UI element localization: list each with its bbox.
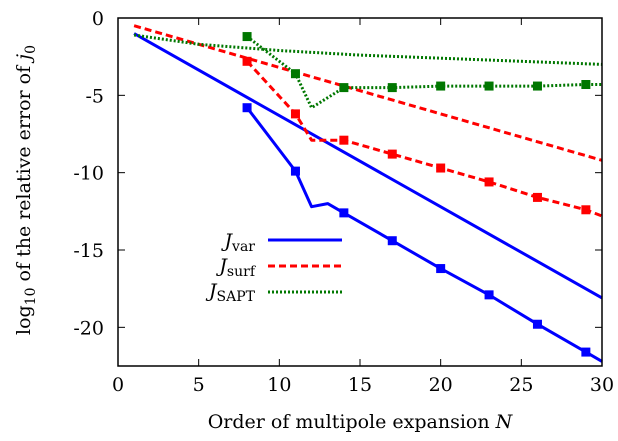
- y-tick-label-2: -10: [73, 163, 104, 185]
- series-1-marker-11: [290, 109, 300, 119]
- y-axis-label-prefix-sub: 10: [23, 287, 39, 305]
- series-1-marker-20: [436, 163, 446, 173]
- x-axis-label-var: N: [495, 411, 514, 433]
- x-axis: 0 5 10 15 20 25 30: [112, 18, 614, 396]
- y-tick-label-3: -15: [73, 240, 104, 262]
- series-0-line-0: [133, 32, 603, 300]
- series-1-line-0: [133, 24, 603, 162]
- series-2-line-0: [133, 33, 603, 66]
- y-tick-label-1: -5: [85, 85, 104, 107]
- series-2-marker-8: [242, 32, 252, 42]
- legend: Jvar Jsurf JSAPT: [205, 230, 342, 305]
- legend-label-surf-sub: surf: [227, 264, 257, 280]
- x-tick-label-0: 0: [112, 374, 124, 396]
- y-tick-label-0: 0: [92, 8, 104, 30]
- series-1-marker-17: [387, 149, 397, 159]
- series-2-marker-14: [339, 83, 349, 93]
- legend-label-sapt-sub: SAPT: [217, 289, 256, 305]
- series-0-marker-17: [387, 236, 397, 246]
- series-0-marker-11: [290, 166, 300, 176]
- y-axis-label-var-sub: 0: [23, 45, 39, 54]
- series-2-marker-29: [581, 80, 591, 90]
- x-tick-label-15: 15: [348, 374, 372, 396]
- plot-frame: [117, 17, 603, 367]
- series-0-marker-23: [484, 290, 494, 300]
- series-0-marker-20: [436, 264, 446, 274]
- legend-label-surf: Jsurf: [215, 255, 257, 280]
- x-tick-label-5: 5: [193, 374, 205, 396]
- y-axis-label-text: of the relative error of: [13, 60, 35, 288]
- series-0-marker-14: [339, 208, 349, 218]
- y-tick-label-4: -20: [73, 317, 104, 339]
- y-axis: 0 -5 -10 -15 -20: [73, 8, 602, 339]
- series-0-marker-29: [581, 347, 591, 357]
- x-axis-label-text: Order of multipole expansion: [208, 411, 496, 433]
- legend-label-var-sub: var: [231, 239, 255, 255]
- series-2-marker-26: [532, 81, 542, 91]
- x-tick-label-25: 25: [509, 374, 533, 396]
- series-layer: [133, 24, 603, 363]
- x-tick-label-10: 10: [267, 374, 291, 396]
- series-2-line-1: [246, 35, 602, 110]
- series-2-marker-20: [436, 81, 446, 91]
- legend-label-sapt-symbol: J: [205, 280, 218, 302]
- x-axis-label: Order of multipole expansion N: [208, 411, 514, 433]
- x-tick-label-20: 20: [429, 374, 453, 396]
- series-1-marker-26: [532, 192, 542, 202]
- series-2-marker-17: [387, 83, 397, 93]
- series-0-marker-8: [242, 103, 252, 113]
- y-axis-label-var: j: [13, 54, 35, 64]
- y-axis-label: log10 of the relative error of j0: [13, 45, 39, 335]
- marker-layer: [242, 32, 591, 357]
- legend-label-var-symbol: J: [220, 230, 233, 252]
- series-2-marker-11: [290, 69, 300, 79]
- series-1-marker-29: [581, 205, 591, 215]
- y-axis-label-prefix: log: [13, 305, 35, 335]
- series-1-line-1: [245, 60, 603, 218]
- legend-label-surf-symbol: J: [215, 255, 228, 277]
- series-1-marker-14: [339, 135, 349, 145]
- series-1-marker-23: [484, 177, 494, 187]
- series-0-marker-26: [532, 319, 542, 329]
- x-tick-label-30: 30: [590, 374, 614, 396]
- legend-label-var: Jvar: [220, 230, 255, 255]
- series-1-marker-8: [242, 56, 252, 66]
- legend-label-sapt: JSAPT: [205, 280, 256, 305]
- series-2-marker-23: [484, 81, 494, 91]
